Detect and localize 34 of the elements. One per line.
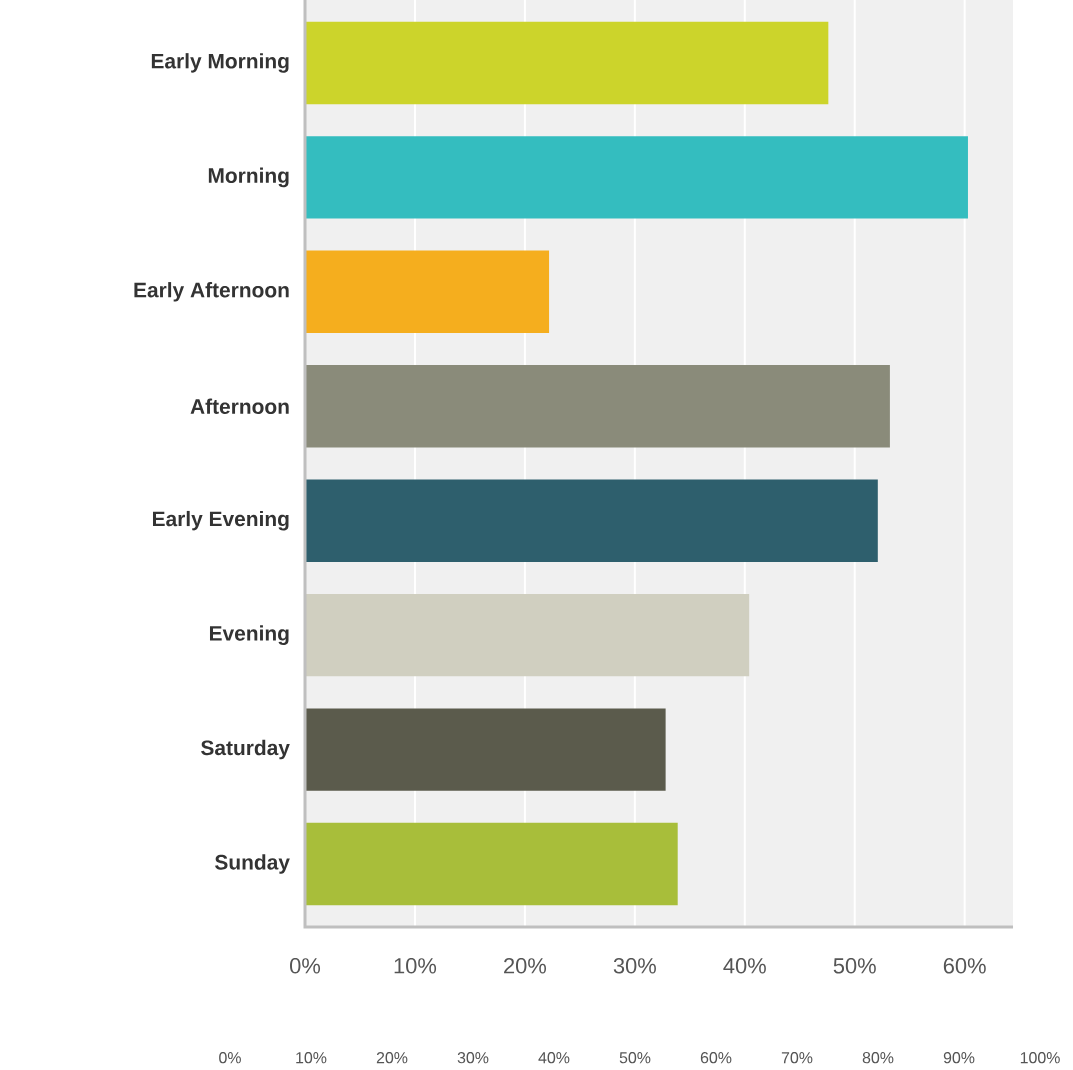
x-tick-label: 20% bbox=[504, 958, 547, 974]
x2-tick-label: 90% bbox=[943, 1052, 975, 1064]
x2-tick-label: 40% bbox=[538, 1052, 570, 1064]
bar bbox=[305, 365, 890, 448]
x-tick-label: 50% bbox=[833, 958, 876, 974]
bar bbox=[305, 708, 666, 791]
bar bbox=[305, 250, 550, 334]
bar bbox=[305, 593, 750, 677]
bar bbox=[305, 822, 678, 906]
y-tick-label: Morning bbox=[208, 167, 289, 188]
x2-tick-label: 80% bbox=[862, 1052, 894, 1064]
x2-tick-label: 100% bbox=[1020, 1052, 1060, 1064]
x2-tick-label: 70% bbox=[781, 1052, 813, 1064]
y-tick-label: Evening bbox=[209, 625, 289, 645]
y-tick-label: Early Evening bbox=[153, 510, 289, 531]
y-tick-label: Afternoon bbox=[190, 398, 289, 414]
y-tick-label: Early Afternoon bbox=[134, 282, 289, 302]
x2-tick-label: 30% bbox=[457, 1052, 489, 1064]
y-tick-label: Saturday bbox=[201, 739, 290, 760]
y-tick-label: Early Morning bbox=[151, 53, 289, 73]
x2-tick-label: 0% bbox=[219, 1052, 241, 1064]
x-tick-label: 30% bbox=[613, 958, 656, 974]
bar bbox=[305, 136, 968, 219]
x-tick-label: 60% bbox=[943, 958, 986, 974]
x2-tick-label: 50% bbox=[619, 1052, 651, 1064]
x-tick-label: 40% bbox=[723, 958, 766, 974]
x2-tick-label: 20% bbox=[376, 1052, 408, 1064]
x2-tick-label: 60% bbox=[700, 1052, 732, 1064]
x2-tick-label: 10% bbox=[296, 1052, 327, 1064]
bar bbox=[305, 479, 878, 562]
y-tick-label: Sunday bbox=[214, 854, 290, 874]
x-tick-label: 0% bbox=[290, 958, 321, 974]
bar bbox=[305, 21, 829, 105]
x-tick-label: 10% bbox=[394, 958, 437, 974]
